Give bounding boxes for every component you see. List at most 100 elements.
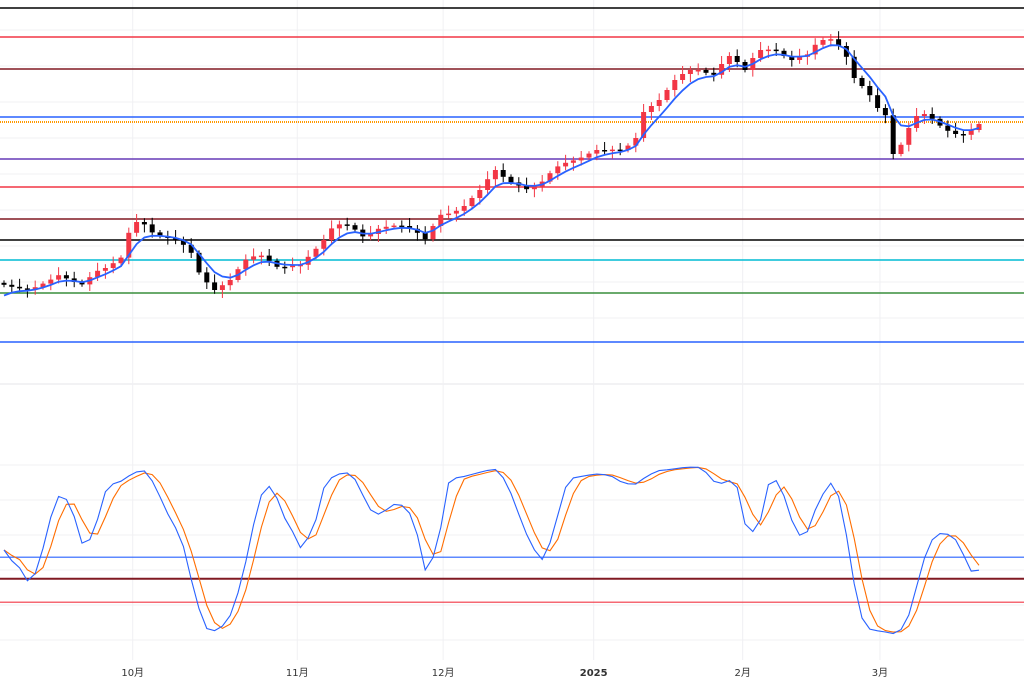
candle xyxy=(422,226,428,245)
candle-body xyxy=(368,234,374,237)
candle xyxy=(79,279,85,287)
candle-body xyxy=(773,49,779,52)
candle xyxy=(867,80,873,102)
candle xyxy=(9,279,15,294)
candle xyxy=(929,107,935,124)
candle xyxy=(352,222,358,232)
candle xyxy=(960,130,966,143)
candle xyxy=(329,220,335,244)
candle xyxy=(430,223,436,242)
candle xyxy=(219,281,225,298)
candle-body xyxy=(851,56,857,78)
candle xyxy=(789,50,795,67)
candle-body xyxy=(859,78,865,86)
candle-body xyxy=(196,252,202,273)
candle-body xyxy=(687,70,693,74)
candle xyxy=(336,220,342,237)
candle-body xyxy=(422,232,428,240)
candle-body xyxy=(32,287,38,290)
moving-average-line xyxy=(3,44,980,297)
candle-body xyxy=(898,144,904,154)
candle-body xyxy=(797,56,803,60)
candle xyxy=(344,217,350,231)
candle xyxy=(547,170,553,184)
candle-body xyxy=(726,56,732,64)
candle xyxy=(921,110,927,124)
candle xyxy=(898,142,904,157)
candle-body xyxy=(134,222,140,233)
candle xyxy=(625,143,631,153)
candle-body xyxy=(180,240,186,245)
oscillator-levels xyxy=(0,556,1024,603)
candle-body xyxy=(329,228,335,240)
candle xyxy=(118,255,124,266)
candle-body xyxy=(477,190,483,198)
candle xyxy=(399,220,405,233)
candle-body xyxy=(641,112,647,138)
candle-body xyxy=(313,248,319,257)
candle xyxy=(414,225,420,241)
candle-body xyxy=(383,226,389,229)
candle-body xyxy=(79,282,85,285)
candle-body xyxy=(812,44,818,55)
candle xyxy=(602,142,608,155)
candle-body xyxy=(63,275,69,279)
candle xyxy=(1,280,7,288)
candles xyxy=(1,31,982,298)
candle-body xyxy=(664,90,670,100)
candle xyxy=(617,143,623,156)
candle-body xyxy=(258,255,264,258)
candle xyxy=(500,163,506,182)
candle xyxy=(820,37,826,48)
x-tick-label: 12月 xyxy=(432,667,455,679)
candle-body xyxy=(882,108,888,116)
candle xyxy=(609,145,615,159)
candle xyxy=(383,220,389,234)
grid xyxy=(0,0,1024,660)
candle xyxy=(719,56,725,79)
candle xyxy=(212,274,218,294)
candle xyxy=(134,214,140,237)
candle xyxy=(836,31,842,50)
candle-body xyxy=(141,222,147,225)
candle-body xyxy=(352,225,358,230)
candle xyxy=(102,264,108,279)
candle-body xyxy=(648,106,654,112)
candle-body xyxy=(173,238,179,241)
candle-body xyxy=(945,125,951,131)
candle-body xyxy=(118,257,124,264)
candle xyxy=(56,267,62,284)
candle-body xyxy=(867,86,873,96)
candle xyxy=(188,238,194,258)
candle xyxy=(266,249,272,266)
candle xyxy=(586,151,592,160)
candle xyxy=(243,254,249,276)
candle xyxy=(446,205,452,219)
candle xyxy=(953,122,959,138)
candle-body xyxy=(430,226,436,240)
candle-body xyxy=(126,232,132,258)
candle xyxy=(492,166,498,188)
candle-body xyxy=(921,114,927,116)
candle xyxy=(703,67,709,76)
candle xyxy=(563,154,569,171)
candle xyxy=(17,278,23,293)
candle xyxy=(711,67,717,82)
candle-body xyxy=(695,70,701,72)
candle xyxy=(882,104,888,124)
candle-body xyxy=(321,240,327,249)
candle-body xyxy=(453,210,459,214)
candle-body xyxy=(960,134,966,136)
candle xyxy=(149,217,155,238)
candle-body xyxy=(204,272,210,283)
candle-body xyxy=(24,288,30,290)
candle-body xyxy=(625,145,631,150)
x-axis: 10月 11月 12月 2025 2月 3月 xyxy=(121,667,888,679)
x-tick-label: 10月 xyxy=(121,667,144,679)
candle-body xyxy=(212,282,218,290)
candle-body xyxy=(188,244,194,253)
candle xyxy=(141,218,147,233)
candle xyxy=(914,108,920,132)
candle xyxy=(227,273,233,291)
